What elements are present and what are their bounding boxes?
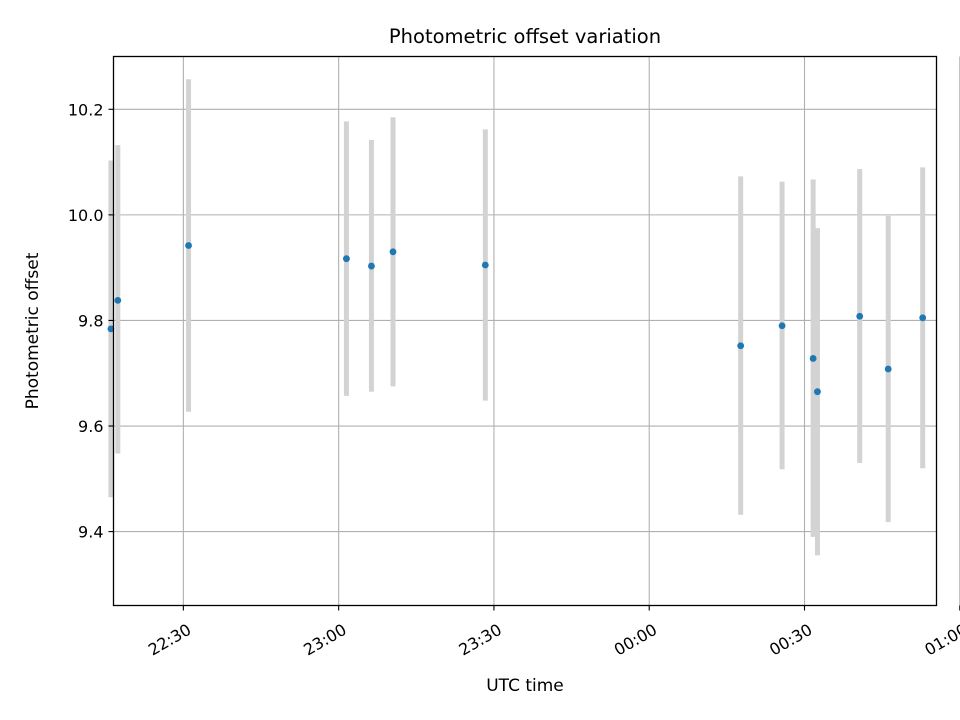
data-point xyxy=(343,255,350,263)
data-point xyxy=(737,342,745,350)
data-point xyxy=(481,261,489,269)
data-point xyxy=(114,296,122,304)
plot-frame xyxy=(112,55,938,607)
grid xyxy=(113,56,960,606)
data-point xyxy=(884,365,892,373)
y-tick-label: 9.8 xyxy=(78,311,103,330)
data-point xyxy=(809,355,817,362)
y-axis-title: Photometric offset xyxy=(23,252,43,409)
y-tick-label: 9.4 xyxy=(78,523,103,542)
data-point xyxy=(814,388,821,396)
data-point xyxy=(919,314,927,322)
data-points xyxy=(107,242,927,396)
data-point xyxy=(107,325,115,333)
chart-title: Photometric offset variation xyxy=(389,25,661,48)
x-axis-title: UTC time xyxy=(486,676,564,696)
y-axis: 9.4 9.6 9.8 10.0 10.2 xyxy=(68,100,114,542)
data-point xyxy=(778,322,786,330)
data-point xyxy=(185,242,192,249)
data-point xyxy=(389,248,397,256)
data-point xyxy=(856,312,864,320)
data-point xyxy=(368,262,375,270)
y-tick-label: 9.6 xyxy=(78,417,103,436)
y-tick-label: 10.0 xyxy=(68,206,104,225)
y-tick-label: 10.2 xyxy=(68,100,104,119)
